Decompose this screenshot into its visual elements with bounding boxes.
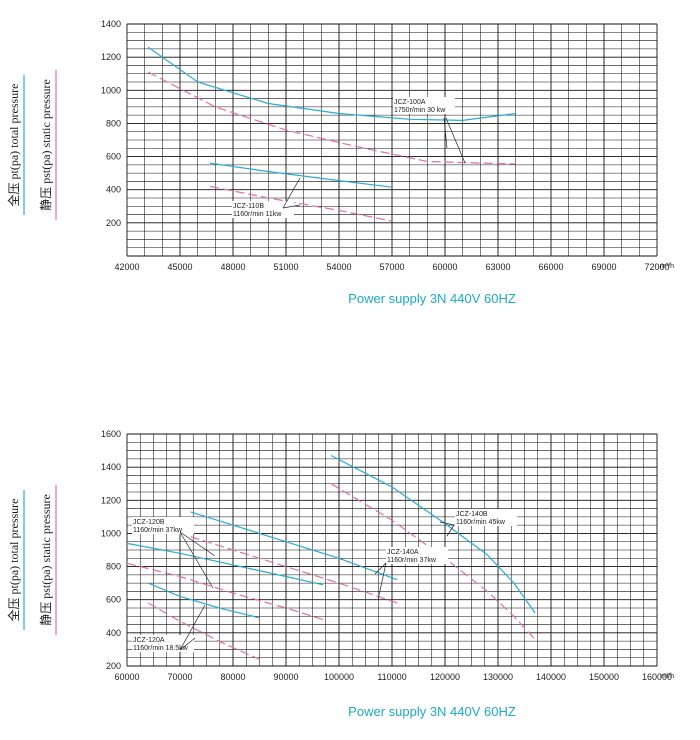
x-tick-label: 150000 bbox=[589, 672, 619, 682]
annotation-leader-line bbox=[443, 117, 448, 149]
annotation-bg bbox=[132, 517, 194, 534]
annotation-leader-line bbox=[179, 531, 214, 589]
annotation-bg bbox=[386, 547, 448, 564]
annotation-model-label: JCZ-100A bbox=[394, 99, 426, 106]
annotation-spec-label: 1160r/min 11kw bbox=[233, 211, 282, 218]
annotation-leader-line bbox=[282, 204, 301, 209]
series-static-pressure-line bbox=[330, 483, 536, 640]
x-tick-label: 140000 bbox=[536, 672, 566, 682]
x-tick-label: 100000 bbox=[324, 672, 354, 682]
y-axis-label-total: 全压 pt(pa) total pressure bbox=[6, 499, 21, 622]
series-total-pressure-line bbox=[330, 454, 536, 614]
x-tick-label: 48000 bbox=[220, 262, 245, 272]
annotation-bg bbox=[132, 635, 194, 652]
annotation-model-label: JCZ-120B bbox=[133, 519, 165, 526]
annotation-leader-line bbox=[446, 524, 455, 537]
annotation-model-label: JCZ-140B bbox=[456, 511, 488, 518]
chart-1: 42000 45000 48000 51000 54000 57000 60000 63000… bbox=[6, 19, 674, 306]
y-tick-label: 1000 bbox=[101, 85, 121, 95]
y-tick-label: 800 bbox=[106, 118, 121, 128]
series-total-pressure-line bbox=[190, 511, 398, 581]
y-tick-label: 400 bbox=[106, 628, 121, 638]
annotation-spec-label: 1160r/min 45kw bbox=[456, 519, 506, 526]
x-tick-label: 63000 bbox=[485, 262, 510, 272]
series-total-pressure-line bbox=[147, 46, 516, 122]
x-axis-caption: Power supply 3N 440V 60HZ bbox=[348, 704, 516, 719]
x-tick-label: 90000 bbox=[273, 672, 298, 682]
series-static-pressure-line bbox=[190, 536, 398, 604]
annotation-leader-line bbox=[179, 637, 196, 651]
x-tick-label: 42000 bbox=[114, 262, 139, 272]
x-tick-label: 70000 bbox=[167, 672, 192, 682]
y-tick-label: 200 bbox=[106, 218, 121, 228]
chart-2: 60000 70000 80000 90000 100000 110000 120000 13… bbox=[6, 429, 674, 719]
annotation-spec-label: 1160r/min 18.5kw bbox=[133, 645, 189, 652]
annotation-spec-label: 1750r/min 30 kw bbox=[394, 107, 446, 114]
x-tick-label: 54000 bbox=[326, 262, 351, 272]
annotation-bg bbox=[455, 509, 517, 526]
y-tick-label: 1000 bbox=[101, 528, 121, 538]
x-tick-label: 45000 bbox=[167, 262, 192, 272]
y-tick-label: 800 bbox=[106, 562, 121, 572]
annotation-model-label: JCZ-110B bbox=[233, 203, 264, 210]
annotation-leader-line bbox=[179, 604, 206, 651]
annotation-model-label: JCZ-140A bbox=[387, 549, 419, 556]
y-tick-label: 200 bbox=[106, 661, 121, 671]
y-tick-label: 1200 bbox=[101, 495, 121, 505]
x-tick-label: 72000 bbox=[644, 262, 669, 272]
y-axis-label-total: 全压 pt(pa) total pressure bbox=[6, 84, 21, 207]
y-axis-label-static: 静压 pst(pa) static pressure bbox=[39, 494, 53, 626]
y-tick-label: 1600 bbox=[101, 429, 121, 439]
annotation-bg bbox=[232, 201, 294, 218]
x-axis-caption: Power supply 3N 440V 60HZ bbox=[348, 291, 516, 306]
series-static-pressure-line bbox=[147, 602, 260, 660]
y-tick-label: 600 bbox=[106, 152, 121, 162]
x-tick-label: 57000 bbox=[379, 262, 404, 272]
y-tick-label: 600 bbox=[106, 595, 121, 605]
x-tick-label: 51000 bbox=[273, 262, 298, 272]
x-unit-label: m³/h bbox=[660, 673, 674, 680]
annotation-model-label: JCZ-120A bbox=[133, 637, 165, 644]
x-tick-label: 110000 bbox=[377, 672, 406, 682]
x-tick-label: 130000 bbox=[483, 672, 513, 682]
annotation-leader-line bbox=[282, 177, 301, 209]
x-tick-label: 160000 bbox=[642, 672, 672, 682]
annotation-leader-line bbox=[445, 117, 466, 164]
x-tick-label: 66000 bbox=[538, 262, 563, 272]
y-axis-label-static: 静压 pst(pa) static pressure bbox=[39, 79, 53, 211]
y-tick-label: 1400 bbox=[101, 19, 121, 29]
series-static-pressure-line bbox=[126, 562, 324, 621]
grid bbox=[126, 433, 658, 667]
annotation-leader-line bbox=[377, 562, 387, 601]
annotation-bg bbox=[393, 97, 455, 114]
x-tick-label: 69000 bbox=[591, 262, 616, 272]
annotation-leader-line bbox=[374, 562, 387, 575]
annotation-spec-label: 1160r/min 37kw bbox=[133, 527, 183, 534]
x-tick-label: 60000 bbox=[114, 672, 139, 682]
series-total-pressure-line bbox=[209, 162, 393, 188]
series-static-pressure-line bbox=[147, 71, 516, 165]
grid bbox=[126, 23, 658, 257]
y-tick-label: 1200 bbox=[101, 52, 121, 62]
series-static-pressure-line bbox=[209, 185, 393, 222]
series-total-pressure-line bbox=[147, 582, 260, 619]
y-tick-label: 1400 bbox=[101, 462, 121, 472]
annotation-spec-label: 1160r/min 37kw bbox=[387, 557, 437, 564]
x-tick-label: 80000 bbox=[220, 672, 245, 682]
annotation-leader-line bbox=[179, 531, 216, 557]
x-tick-label: 60000 bbox=[432, 262, 457, 272]
y-tick-label: 400 bbox=[106, 185, 121, 195]
x-tick-label: 120000 bbox=[430, 672, 460, 682]
x-unit-label: m³/h bbox=[660, 263, 674, 270]
annotation-leader-line bbox=[439, 521, 455, 526]
series-total-pressure-line bbox=[126, 542, 324, 586]
